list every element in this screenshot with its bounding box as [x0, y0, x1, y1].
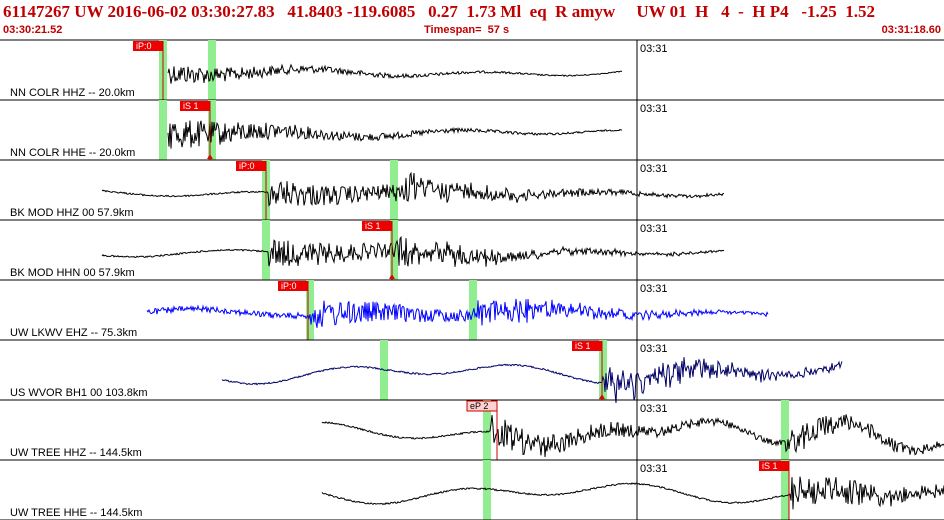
trace-row[interactable]: 03:31 eP 2 UW TREE HHZ -- 144.5km: [0, 399, 944, 460]
pick-label: iS 1: [183, 101, 199, 111]
time-tick-label: 03:31: [640, 163, 668, 175]
end-time-label: 03:31:18.60: [881, 24, 941, 36]
trace-row[interactable]: 03:31 iS 1 UW TREE HHE -- 144.5km: [0, 459, 944, 520]
waveform: [146, 298, 769, 328]
trace-row[interactable]: 03:31 iS 1 US WVOR BH1 00 103.8km: [0, 339, 944, 404]
pick-flag[interactable]: [759, 461, 789, 471]
pick-arrow: [207, 154, 213, 159]
waveform: [167, 120, 623, 149]
pick-label: iS 1: [762, 461, 778, 471]
pick-label: iP:0: [136, 41, 152, 51]
pick-flag[interactable]: [572, 341, 602, 351]
trace-row[interactable]: 03:31 iP:0 UW LKWV EHZ -- 75.3km: [0, 279, 944, 340]
time-tick-label: 03:31: [640, 223, 668, 235]
station-label: BK MOD HHN 00 57.9km: [10, 267, 135, 279]
phase-marker: [390, 160, 398, 220]
waveform: [321, 414, 944, 458]
event-header: 61147267 UW 2016-06-02 03:30:27.83 41.84…: [0, 0, 944, 38]
phase-marker: [306, 280, 314, 340]
time-tick-label: 03:31: [640, 283, 668, 295]
station-label: NN COLR HHE -- 20.0km: [10, 147, 135, 159]
pick-label: eP 2: [470, 401, 488, 411]
phase-marker: [483, 460, 491, 520]
waveform: [321, 476, 944, 510]
station-label: UW LKWV EHZ -- 75.3km: [10, 327, 137, 339]
pick-label: iP:0: [239, 161, 255, 171]
station-label: UW TREE HHZ -- 144.5km: [10, 447, 142, 459]
time-tick-label: 03:31: [640, 103, 668, 115]
trace-row[interactable]: 03:31 iP:0 BK MOD HHZ 00 57.9km: [0, 159, 944, 220]
pick-flag[interactable]: [362, 221, 392, 231]
phase-marker: [262, 220, 270, 280]
station-label: UW TREE HHE -- 144.5km: [10, 507, 142, 519]
station-label: BK MOD HHZ 00 57.9km: [10, 207, 133, 219]
time-tick-label: 03:31: [640, 343, 668, 355]
phase-marker: [781, 460, 789, 520]
event-summary-title: 61147267 UW 2016-06-02 03:30:27.83 41.84…: [3, 2, 876, 21]
waveform: [101, 171, 725, 207]
seismogram-panel[interactable]: 03:31 iP:0 NN COLR HHZ -- 20.0km 03:31 iS 1 N…: [0, 38, 944, 520]
pick-label: iP:0: [281, 281, 297, 291]
trace-row[interactable]: 03:31 iP:0 NN COLR HHZ -- 20.0km: [0, 39, 944, 100]
phase-marker: [390, 220, 398, 280]
pick-flag[interactable]: [278, 281, 308, 291]
waveform: [101, 235, 725, 267]
pick-label: iS 1: [575, 341, 591, 351]
phase-marker: [208, 40, 216, 100]
waveform: [167, 63, 623, 84]
station-label: NN COLR HHZ -- 20.0km: [10, 87, 135, 99]
time-tick-label: 03:31: [640, 403, 668, 415]
waveform: [221, 357, 843, 404]
time-tick-label: 03:31: [640, 463, 668, 475]
pick-arrow: [599, 394, 605, 399]
phase-marker: [159, 100, 167, 160]
phase-marker: [599, 340, 607, 400]
time-tick-label: 03:31: [640, 43, 668, 55]
station-label: US WVOR BH1 00 103.8km: [10, 387, 148, 399]
pick-flag[interactable]: [133, 41, 163, 51]
pick-flag[interactable]: [236, 161, 266, 171]
trace-row[interactable]: 03:31 iS 1 BK MOD HHN 00 57.9km: [0, 219, 944, 280]
pick-arrow: [389, 274, 395, 279]
timespan-label: Timespan= 57 s: [424, 24, 510, 36]
start-time-label: 03:30:21.52: [3, 24, 63, 36]
pick-label: iS 1: [365, 221, 381, 231]
phase-marker: [781, 400, 789, 460]
trace-row[interactable]: 03:31 iS 1 NN COLR HHE -- 20.0km: [0, 99, 944, 160]
pick-flag[interactable]: [180, 101, 210, 111]
phase-marker: [483, 400, 491, 460]
